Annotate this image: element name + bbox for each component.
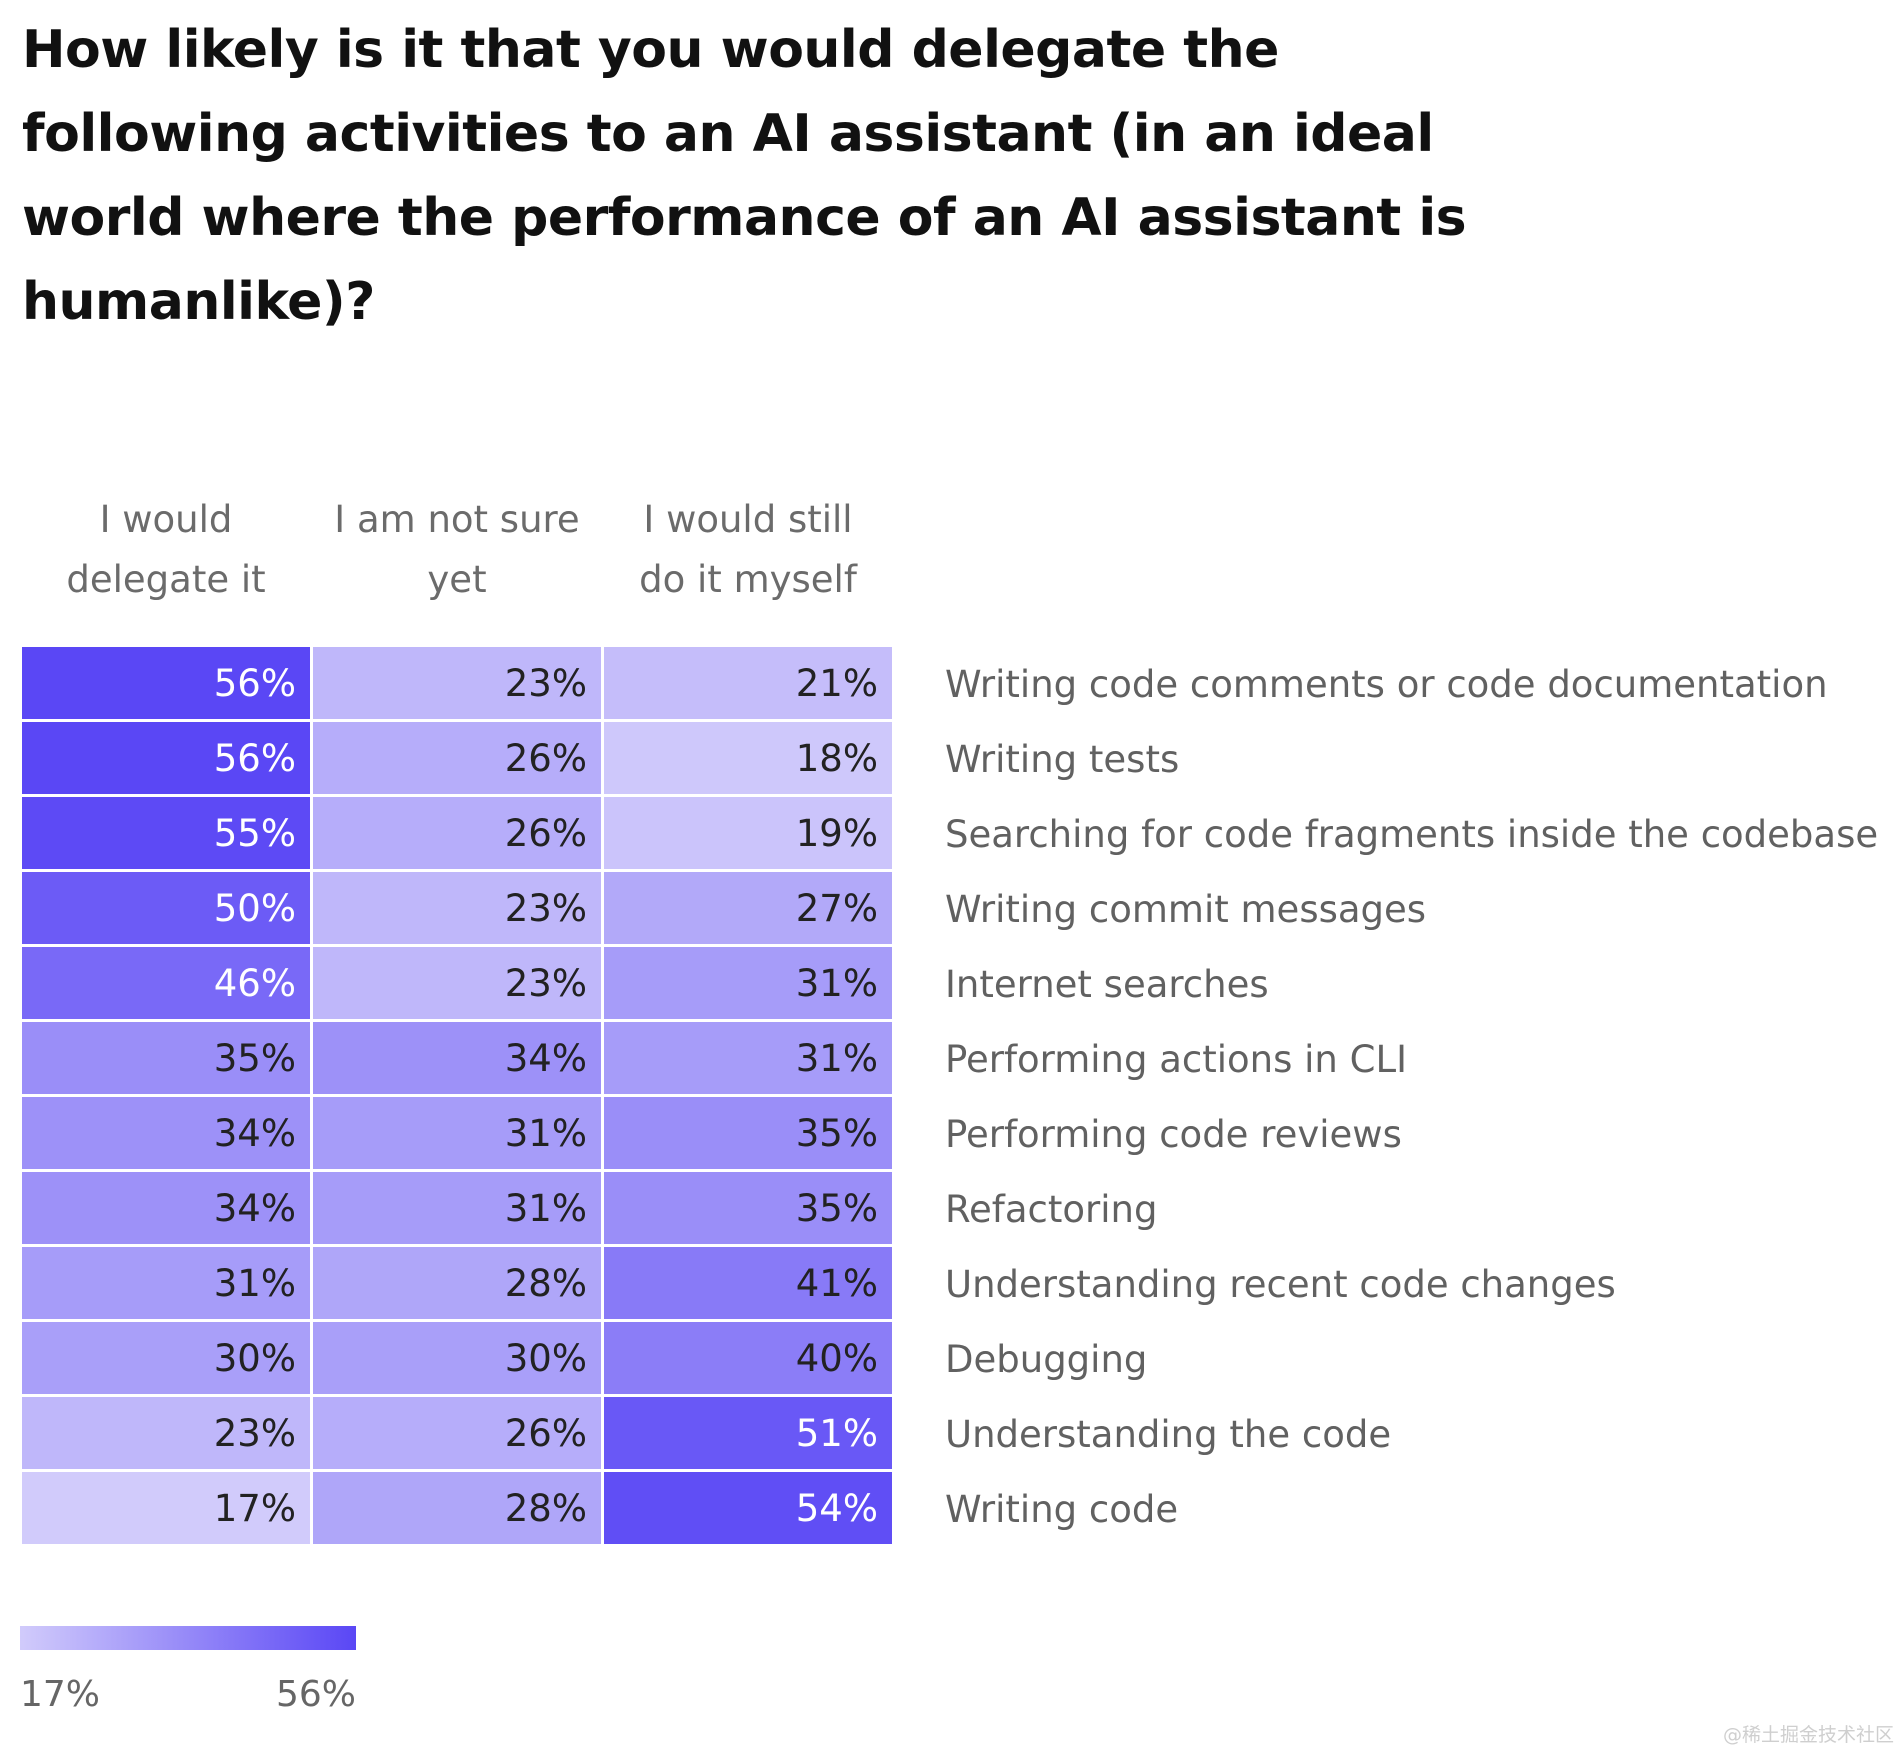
heatmap-cell: 23%: [313, 947, 601, 1019]
row-label: Writing code comments or code documentat…: [945, 663, 1828, 706]
heatmap-cell: 19%: [604, 797, 892, 869]
column-header-line: I would: [99, 498, 233, 541]
column-header-not-sure: I am not sure yet: [313, 490, 601, 610]
heatmap-cell: 31%: [604, 1022, 892, 1094]
column-header-line: I would still: [643, 498, 853, 541]
heatmap-cell: 41%: [604, 1247, 892, 1319]
column-header-line: delegate it: [66, 558, 266, 601]
row-label: Understanding the code: [945, 1413, 1392, 1456]
heatmap-cell: 35%: [604, 1097, 892, 1169]
row-label: Writing tests: [945, 738, 1180, 781]
heatmap-cell: 35%: [604, 1172, 892, 1244]
heatmap-cell: 28%: [313, 1247, 601, 1319]
heatmap-cell: 23%: [22, 1397, 310, 1469]
column-header-line: yet: [427, 558, 487, 601]
heatmap-cell: 31%: [22, 1247, 310, 1319]
heatmap-cell: 26%: [313, 722, 601, 794]
heatmap-cell: 26%: [313, 1397, 601, 1469]
heatmap-cell: 31%: [313, 1097, 601, 1169]
color-scale-max-label: 56%: [276, 1674, 357, 1715]
row-label: Refactoring: [945, 1188, 1158, 1231]
row-label: Writing commit messages: [945, 888, 1427, 931]
heatmap-cell: 28%: [313, 1472, 601, 1544]
heatmap-cell: 17%: [22, 1472, 310, 1544]
heatmap-cell: 56%: [22, 647, 310, 719]
heatmap-cell: 31%: [604, 947, 892, 1019]
watermark: @稀土掘金技术社区: [1722, 1724, 1894, 1746]
heatmap-cell: 46%: [22, 947, 310, 1019]
color-scale-min-label: 17%: [20, 1674, 101, 1715]
color-scale-bar: [20, 1626, 356, 1650]
heatmap-cell: 34%: [22, 1097, 310, 1169]
row-label: Searching for code fragments inside the …: [945, 813, 1879, 856]
heatmap-cell: 27%: [604, 872, 892, 944]
column-header-line: I am not sure: [334, 498, 580, 541]
heatmap-cell: 23%: [313, 647, 601, 719]
row-label: Understanding recent code changes: [945, 1263, 1616, 1306]
heatmap-cell: 31%: [313, 1172, 601, 1244]
heatmap-cell: 26%: [313, 797, 601, 869]
heatmap-cell: 21%: [604, 647, 892, 719]
heatmap-cell: 55%: [22, 797, 310, 869]
heatmap-grid: 56% 23% 21% 56% 26% 18% 55% 26% 19% 50% 23% 27% 46% 2…: [22, 647, 894, 1547]
heatmap-cell: 30%: [22, 1322, 310, 1394]
chart-title: How likely is it that you would delegate…: [22, 20, 1467, 332]
row-label: Debugging: [945, 1338, 1148, 1381]
column-header-line: do it myself: [639, 558, 857, 601]
heatmap-cell: 51%: [604, 1397, 892, 1469]
column-header-do-myself: I would still do it myself: [604, 490, 892, 610]
row-label: Performing code reviews: [945, 1113, 1402, 1156]
heatmap-cell: 35%: [22, 1022, 310, 1094]
row-label: Internet searches: [945, 963, 1269, 1006]
heatmap-cell: 18%: [604, 722, 892, 794]
heatmap-cell: 30%: [313, 1322, 601, 1394]
heatmap-cell: 34%: [313, 1022, 601, 1094]
heatmap-cell: 40%: [604, 1322, 892, 1394]
heatmap-cell: 34%: [22, 1172, 310, 1244]
heatmap-cell: 50%: [22, 872, 310, 944]
heatmap-cell: 56%: [22, 722, 310, 794]
heatmap-cell: 23%: [313, 872, 601, 944]
column-header-delegate: I would delegate it: [22, 490, 310, 610]
heatmap-cell: 54%: [604, 1472, 892, 1544]
row-label: Performing actions in CLI: [945, 1038, 1407, 1081]
row-label: Writing code: [945, 1488, 1179, 1531]
